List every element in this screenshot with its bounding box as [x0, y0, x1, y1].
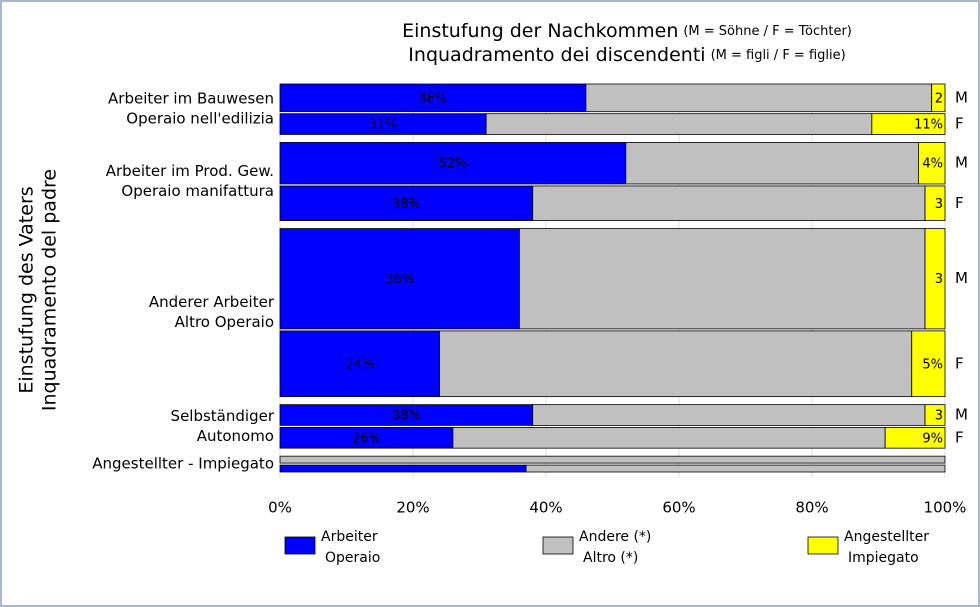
data-label: 38%	[392, 197, 421, 212]
bar-segment	[625, 142, 919, 185]
x-tick-label: 40%	[529, 499, 562, 517]
x-tick-label: 0%	[268, 499, 292, 517]
bar-segment	[279, 464, 527, 473]
legend-label: Angestellter	[844, 529, 929, 545]
bar-segment	[279, 228, 520, 330]
bar-segment	[924, 185, 946, 221]
y-axis-label: Inquadramento del padre	[39, 169, 61, 411]
data-label: 11%	[914, 118, 943, 133]
data-label: 9%	[922, 431, 943, 446]
legend-label: Arbeiter	[321, 529, 378, 545]
bar-segment	[931, 83, 946, 113]
data-label: 52%	[438, 157, 467, 172]
data-label: 2	[935, 91, 943, 106]
bar-segment	[924, 228, 946, 330]
legend-swatch	[542, 536, 574, 555]
bar-segment	[519, 228, 926, 330]
x-tick-label: 80%	[795, 499, 828, 517]
x-tick-label: 60%	[662, 499, 695, 517]
bar-segment	[911, 330, 946, 398]
bar-segment	[279, 185, 534, 221]
category-label: Altro Operaio	[175, 313, 274, 331]
data-label: 5%	[922, 357, 943, 372]
data-label: 3	[935, 197, 943, 212]
data-label: 36%	[385, 272, 414, 287]
chart-title: Einstufung der Nachkommen (M = Söhne / F …	[402, 20, 852, 42]
category-label: Arbeiter im Bauwesen	[108, 90, 274, 108]
bar-segment	[279, 455, 946, 464]
text-part: Einstufung der Nachkommen	[402, 20, 678, 42]
row-label: F	[955, 194, 964, 212]
category-label: Operaio manifattura	[121, 182, 274, 200]
row-label: F	[955, 354, 964, 372]
legend-label: Impiegato	[848, 550, 919, 566]
bar-segment	[532, 404, 926, 426]
row-label: F	[955, 115, 964, 133]
row-label: F	[955, 428, 964, 446]
bar-segment	[884, 426, 946, 449]
bar-segment	[525, 464, 946, 473]
data-label: 3	[935, 409, 943, 424]
data-label: 46%	[418, 91, 447, 106]
category-label: Arbeiter im Prod. Gew.	[106, 162, 274, 180]
text-part: (M = Söhne / F = Töchter)	[683, 24, 852, 39]
data-label: 38%	[392, 409, 421, 424]
data-label: 31%	[369, 118, 398, 133]
category-label: Autonomo	[197, 427, 274, 445]
legend-label: Andere (*)	[579, 529, 651, 545]
data-label: 24%	[345, 357, 374, 372]
data-label: 26%	[352, 431, 381, 446]
row-label: M	[955, 154, 968, 172]
category-label: Anderer Arbeiter	[149, 293, 275, 311]
legend-label: Operaio	[325, 550, 380, 566]
legend-swatch	[807, 536, 839, 555]
bar-segment	[439, 330, 913, 398]
legend-label: Altro (*)	[583, 550, 638, 566]
category-label: Selbständiger	[171, 407, 275, 425]
data-label: 3	[935, 272, 943, 287]
bar-segment	[452, 426, 886, 449]
category-label: Operaio nell'edilizia	[126, 110, 274, 128]
row-label: M	[955, 406, 968, 424]
bar-segment	[924, 404, 946, 426]
text-part: (M = figli / F = figlie)	[711, 48, 846, 63]
row-label: M	[955, 88, 968, 106]
bar-segment	[532, 185, 926, 221]
chart-title: Inquadramento dei discendenti (M = figli …	[408, 44, 845, 66]
bar-segment	[279, 142, 627, 185]
text-part: Inquadramento dei discendenti	[408, 44, 705, 66]
bar-segment	[485, 113, 873, 135]
bar-segment	[871, 113, 946, 135]
legend-swatch	[284, 536, 316, 555]
category-label: Angestellter - Impiegato	[92, 455, 274, 473]
row-label: M	[955, 269, 968, 287]
bar-segment	[918, 142, 946, 185]
data-label: 4%	[922, 157, 943, 172]
bar-segment	[585, 83, 933, 113]
y-axis-label: Einstufung des Vaters	[16, 186, 38, 393]
x-tick-label: 20%	[396, 499, 429, 517]
x-tick-label: 100%	[924, 499, 967, 517]
